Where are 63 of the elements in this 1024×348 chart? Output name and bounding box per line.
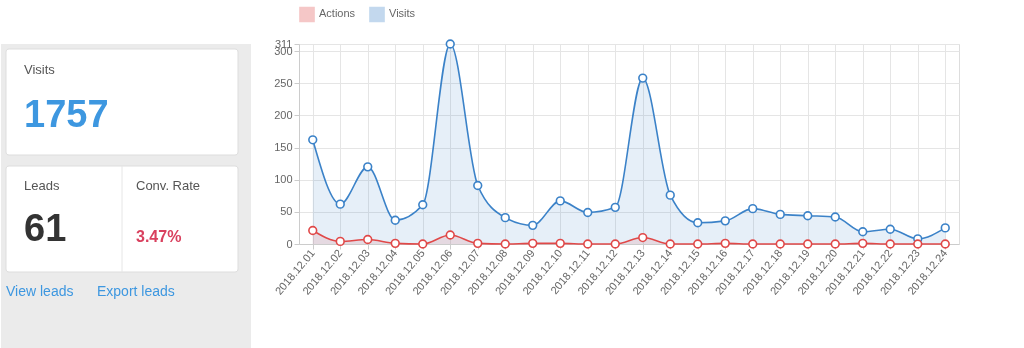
point	[335, 199, 345, 209]
point	[445, 230, 455, 240]
point	[940, 223, 950, 233]
text: 61	[24, 207, 67, 249]
point	[775, 239, 785, 249]
point	[445, 39, 455, 49]
point	[500, 239, 510, 249]
point	[665, 190, 675, 200]
point	[335, 236, 345, 247]
text: Conv. Rate	[136, 178, 201, 193]
point	[830, 239, 840, 249]
point	[858, 227, 868, 237]
point	[803, 211, 813, 221]
point	[720, 238, 730, 249]
text: View leads	[6, 283, 74, 299]
y-tick-label: 250	[274, 76, 293, 89]
y-tick-label: 50	[280, 205, 293, 218]
point	[693, 239, 703, 249]
point	[528, 238, 538, 249]
point	[500, 212, 510, 223]
point	[610, 239, 620, 249]
point	[583, 239, 593, 249]
point	[583, 207, 593, 218]
text: 3.47%	[136, 228, 182, 245]
point	[720, 216, 730, 226]
point	[940, 239, 950, 249]
point	[638, 73, 648, 83]
point	[390, 238, 400, 249]
point	[803, 239, 813, 249]
point	[555, 238, 565, 249]
legend-label: Actions	[319, 7, 356, 20]
point	[748, 239, 758, 249]
y-tick-label: 150	[274, 141, 293, 154]
point	[473, 180, 483, 191]
point	[308, 225, 318, 236]
point	[418, 200, 428, 210]
text: Export leads	[97, 283, 175, 299]
y-tick-label: 0	[286, 237, 293, 250]
text: Visits	[24, 62, 56, 77]
point	[830, 212, 840, 222]
point	[528, 220, 538, 231]
point	[858, 238, 868, 249]
point	[775, 209, 785, 220]
point	[748, 203, 758, 214]
text: 1757	[24, 93, 109, 135]
point	[473, 238, 483, 249]
point	[885, 239, 895, 249]
y-tick-label: 100	[274, 173, 293, 186]
y-tick-label: 200	[274, 108, 293, 121]
point	[610, 202, 620, 213]
point	[308, 135, 318, 145]
point	[390, 215, 400, 225]
text: Leads	[24, 178, 60, 193]
point	[638, 232, 648, 243]
point	[693, 218, 703, 228]
point	[363, 234, 373, 245]
point	[418, 239, 428, 249]
point	[885, 224, 895, 234]
point	[913, 239, 923, 249]
point	[363, 162, 373, 172]
point	[665, 239, 675, 249]
point	[555, 196, 565, 206]
legend-label: Visits	[389, 7, 416, 20]
